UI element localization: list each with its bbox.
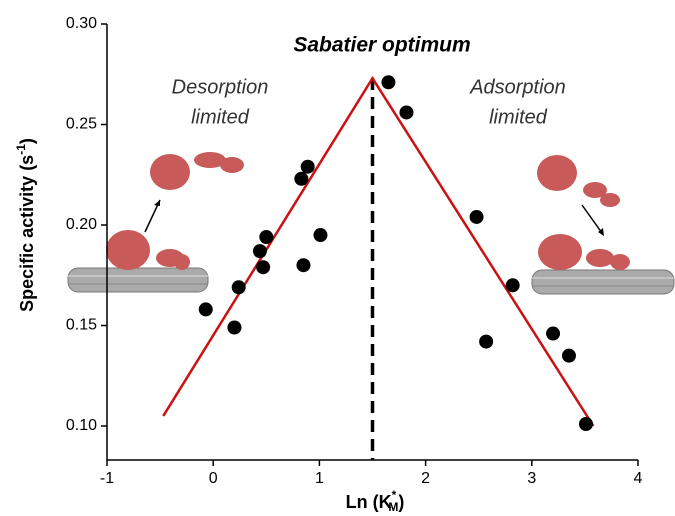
data-point	[313, 228, 328, 243]
data-point	[399, 105, 414, 120]
y-axis-label-part: )	[17, 138, 37, 144]
data-point	[256, 260, 271, 275]
x-axis-label: Ln (K* M)	[346, 488, 405, 514]
data-point	[259, 230, 274, 245]
illustration-left	[67, 152, 244, 293]
data-point	[227, 320, 242, 335]
data-point	[198, 302, 213, 317]
data-point	[578, 416, 593, 431]
x-tick-label: 4	[634, 470, 643, 487]
x-axis-label-part: *	[392, 488, 397, 502]
annotation: limited	[191, 106, 250, 128]
data-point	[231, 280, 246, 295]
annotation: Adsorption	[469, 76, 566, 98]
annotation: Desorption	[172, 76, 269, 98]
data-point	[381, 75, 396, 90]
data-point	[469, 209, 484, 224]
y-tick-label: 0.15	[66, 317, 97, 334]
y-tick-label: 0.30	[66, 15, 97, 32]
x-axis-label-part: )	[398, 492, 404, 512]
x-tick-label: 3	[527, 470, 536, 487]
data-point	[479, 334, 494, 349]
data-point	[252, 244, 267, 259]
x-tick-label: -1	[100, 470, 114, 487]
illustration-right	[531, 155, 675, 295]
data-point	[294, 171, 309, 186]
x-axis-label-part: M	[388, 500, 398, 514]
data-point	[300, 159, 315, 174]
x-tick-label: 0	[209, 470, 218, 487]
y-axis-label-part: Specific activity (s	[17, 155, 37, 312]
data-point	[296, 258, 311, 273]
data-point	[546, 326, 561, 341]
trend-line	[162, 75, 595, 427]
y-axis-label: Specific activity (s-1)	[14, 138, 37, 312]
x-tick-label: 1	[315, 470, 324, 487]
y-tick-label: 0.10	[66, 417, 97, 434]
y-tick-label: 0.25	[66, 116, 97, 133]
y-tick-label: 0.20	[66, 216, 97, 233]
x-tick-label: 2	[421, 470, 430, 487]
x-axis-label-part: Ln (K	[346, 492, 392, 512]
data-point	[505, 278, 520, 293]
annotation: limited	[489, 106, 548, 128]
data-point	[561, 348, 576, 363]
y-axis-label-part: -1	[14, 144, 28, 155]
chart-title: Sabatier optimum	[293, 34, 470, 57]
